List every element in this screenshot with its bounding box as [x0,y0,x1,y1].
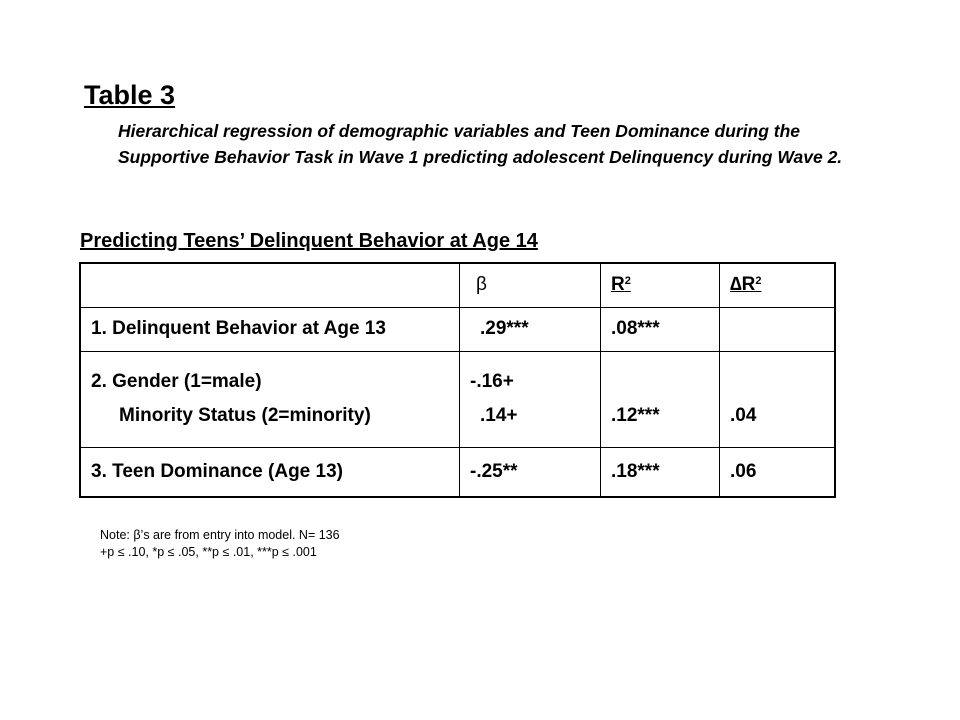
table-row: 2. Gender (1=male) Minority Status (2=mi… [79,350,836,448]
beta-symbol: β [476,274,487,296]
row-label-gender: 2. Gender (1=male) [91,371,262,392]
header-r2: R2 [600,262,720,308]
row-beta-cell: -.16+ .14+ [459,350,601,448]
row-beta-gender: -.16+ [470,371,514,392]
row-delta-r2 [719,306,836,352]
row-r2-spacer [611,365,719,399]
r2-label: R2 [611,274,631,295]
r2-base: R [611,274,625,296]
table-row: 3. Teen Dominance (Age 13) -.25** .18***… [79,446,836,498]
row-r2: .08*** [600,306,720,352]
row-delta-r2-cell: .04 [719,350,836,448]
row-label: 1. Delinquent Behavior at Age 13 [79,306,460,352]
row-delta-r2: .04 [730,405,757,426]
table-notes: Note: β’s are from entry into model. N= … [100,527,340,561]
row-label: 3. Teen Dominance (Age 13) [79,446,460,498]
header-empty-cell [79,262,460,308]
delta-r2-label: ∆R2 [730,274,761,295]
table-subtitle: Predicting Teens’ Delinquent Behavior at… [80,230,538,252]
row-beta: -.25** [459,446,601,498]
row-r2: .12*** [611,405,660,426]
table-title: Table 3 [84,80,176,110]
delta-r2-base: ∆R [730,274,756,296]
table-row: 1. Delinquent Behavior at Age 13 .29*** … [79,306,836,352]
note-line-1: Note: β’s are from entry into model. N= … [100,528,340,542]
header-beta: β [459,262,601,308]
row-label-minority: Minority Status (2=minority) [119,405,371,426]
r2-superscript: 2 [624,275,631,288]
header-row: β R2 ∆R2 [79,262,836,308]
row-r2-cell: .12*** [600,350,720,448]
row-delta-r2: .06 [719,446,836,498]
regression-table: β R2 ∆R2 1. Delinquent Behavior at Age 1… [79,262,836,498]
header-delta-r2: ∆R2 [719,262,836,308]
row-r2: .18*** [600,446,720,498]
table-caption: Hierarchical regression of demographic v… [118,121,843,167]
delta-r2-superscript: 2 [755,275,762,288]
row-beta: .29*** [459,306,601,352]
note-line-2: +p ≤ .10, *p ≤ .05, **p ≤ .01, ***p ≤ .0… [100,545,317,559]
row-delta-r2-spacer [730,365,834,399]
row-beta-minority: .14+ [480,405,518,426]
row-label-cell: 2. Gender (1=male) Minority Status (2=mi… [79,350,460,448]
